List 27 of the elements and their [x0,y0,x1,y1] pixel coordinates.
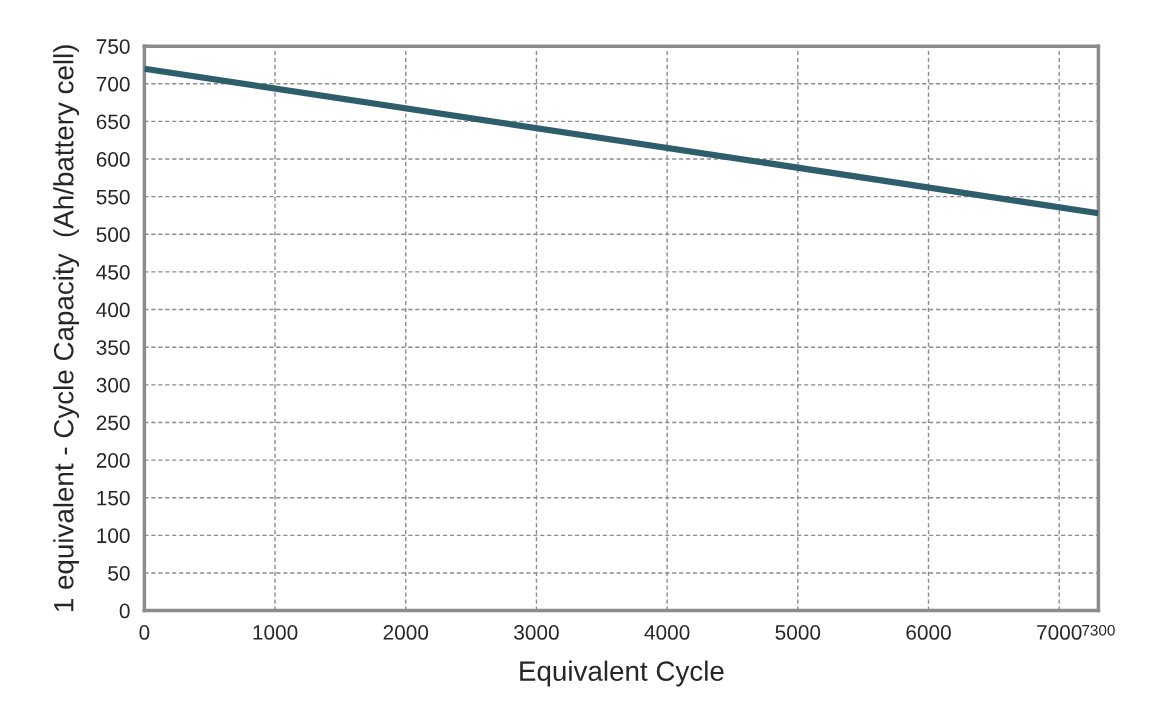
x-tick-label: 2000 [383,625,429,640]
x-tick-label: 3000 [514,625,559,640]
y-tick-label: 700 [96,76,130,92]
x-tick-label: 4000 [644,625,690,640]
y-tick-label: 0 [119,603,130,619]
y-tick-label: 650 [96,114,130,130]
y-tick-label: 550 [96,189,130,205]
y-tick-label: 500 [96,227,130,243]
x-tick-label: 5000 [775,625,821,640]
x-tick-label: 0 [139,625,150,640]
y-tick-label: 150 [97,490,130,506]
x-tick-label: 7000 [1037,625,1082,640]
y-tick-label: 50 [108,565,130,581]
y-tick-label: 300 [96,377,130,393]
y-tick-label: 600 [96,152,130,167]
y-tick-label: 450 [96,264,130,280]
y-tick-label: 750 [96,39,130,54]
x-tick-label: 1000 [253,625,298,640]
x-tick-label: 7300 [1082,624,1115,636]
y-tick-label: 100 [97,528,130,544]
y-tick-label: 200 [96,453,130,468]
x-tick-label: 6000 [906,625,951,640]
x-axis-title: Equivalent Cycle [520,660,724,687]
y-tick-label: 350 [96,340,130,355]
y-axis-title: 1 equivalent - Cycle Capacity (Ah/battery cell) [53,45,80,612]
y-tick-label: 250 [96,415,130,431]
y-tick-label: 400 [96,302,130,318]
